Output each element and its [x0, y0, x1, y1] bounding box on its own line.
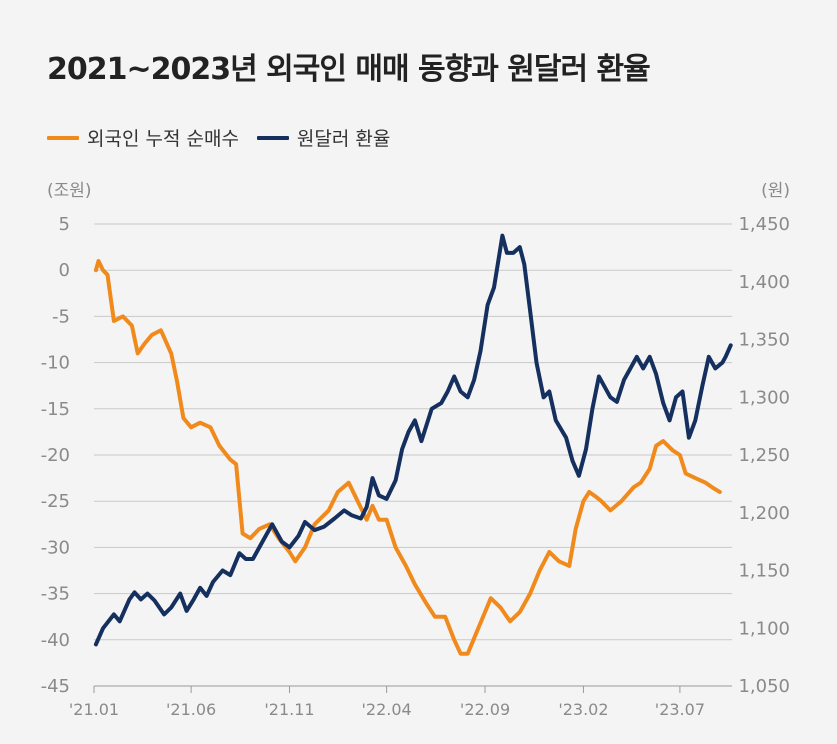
legend: 외국인 누적 순매수 원달러 환율	[47, 124, 398, 151]
left-axis-ticks: 5 0 -5 -10 -15 -20 -25 -30 -35 -40 -45	[41, 214, 70, 697]
left-tick-label: -5	[52, 306, 70, 327]
right-axis-unit: (원)	[761, 181, 790, 201]
gridlines	[94, 223, 732, 687]
left-tick-label: 0	[59, 260, 70, 281]
right-tick-label: 1,400	[738, 272, 790, 293]
series-lines	[93, 233, 733, 656]
x-axis-ticks: '21.01 '21.06 '21.11 '22.04 '22.09 '23.02 '23.…	[69, 686, 705, 719]
right-axis-ticks: 1,450 1,400 1,350 1,300 1,250 1,200 1,150 1,100…	[738, 214, 790, 697]
page-title: 2021~2023년 외국인 매매 동향과 원달러 환율	[47, 52, 651, 87]
legend-swatch-navy	[256, 135, 289, 140]
x-tick-label: '23.07	[655, 700, 705, 719]
legend-item-exchange-rate: 원달러 환율	[256, 124, 391, 151]
right-tick-label: 1,250	[738, 445, 790, 466]
left-tick-label: 5	[59, 214, 70, 235]
left-tick-label: -30	[41, 537, 70, 558]
left-tick-label: -25	[41, 491, 70, 512]
right-tick-label: 1,150	[738, 561, 790, 582]
x-tick-label: '22.04	[362, 700, 412, 719]
legend-label-foreign-net-buying: 외국인 누적 순매수	[87, 128, 239, 150]
x-tick-label: '22.09	[460, 700, 510, 719]
right-tick-label: 1,050	[738, 676, 790, 697]
legend-item-foreign-net-buying: 외국인 누적 순매수	[47, 124, 239, 151]
x-tick-label: '21.01	[69, 700, 119, 719]
left-tick-label: -35	[41, 584, 70, 605]
left-tick-label: -15	[41, 399, 70, 420]
left-tick-label: -20	[41, 445, 70, 466]
legend-label-exchange-rate: 원달러 환율	[296, 128, 391, 150]
left-tick-label: -10	[41, 353, 70, 374]
x-tick-label: '23.02	[558, 700, 608, 719]
x-tick-label: '21.06	[166, 700, 216, 719]
left-tick-label: -45	[41, 676, 70, 697]
series-line-foreign-net-buying	[93, 259, 722, 656]
right-tick-label: 1,100	[738, 618, 790, 639]
right-tick-label: 1,300	[738, 387, 790, 408]
left-axis-unit: (조원)	[47, 181, 92, 201]
x-tick-label: '21.11	[264, 700, 314, 719]
series-line-exchange-rate	[93, 233, 733, 647]
left-tick-label: -40	[41, 630, 70, 651]
right-tick-label: 1,450	[738, 214, 790, 235]
right-tick-label: 1,350	[738, 330, 790, 351]
legend-swatch-orange	[47, 135, 79, 140]
right-tick-label: 1,200	[738, 503, 790, 524]
